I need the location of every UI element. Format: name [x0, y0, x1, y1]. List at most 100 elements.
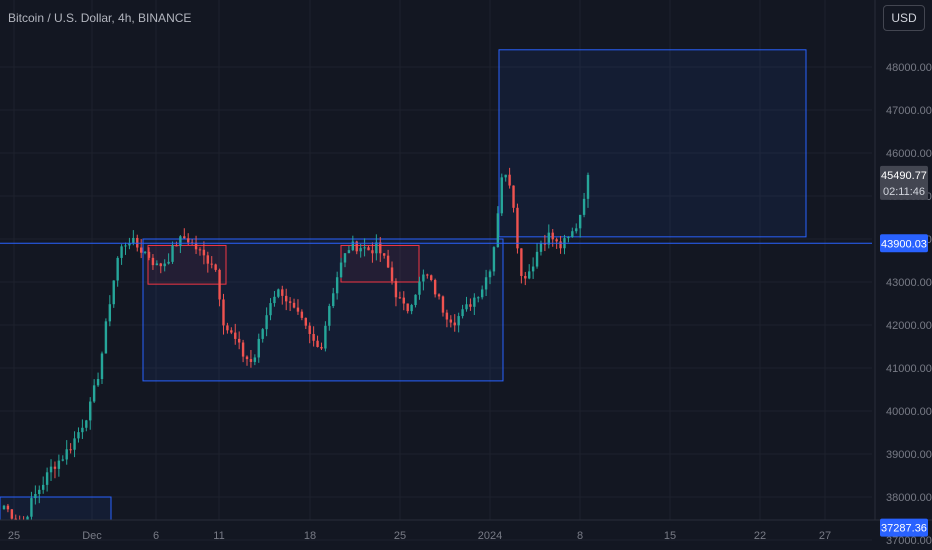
candle	[386, 249, 390, 269]
candle-body	[261, 329, 264, 339]
candle-body	[335, 277, 339, 294]
candle	[38, 485, 41, 504]
candle-body	[100, 353, 104, 379]
candle	[410, 303, 413, 315]
candle-body	[375, 242, 378, 254]
candle-body	[171, 245, 174, 262]
candle-body	[390, 267, 394, 282]
candle-body	[339, 262, 343, 278]
candle	[367, 245, 370, 251]
candle-body	[426, 274, 429, 276]
candle-body	[14, 518, 17, 520]
candle	[582, 192, 586, 218]
candle-body	[253, 357, 257, 362]
candle-body	[324, 325, 327, 349]
candle-body	[116, 257, 119, 281]
candle	[402, 291, 405, 311]
candle	[241, 339, 245, 363]
blue-zone[interactable]	[0, 496, 112, 550]
candle-body	[155, 263, 159, 266]
candle	[449, 315, 453, 328]
candle-body	[218, 269, 221, 300]
candle-body	[406, 303, 409, 312]
candle	[281, 285, 284, 305]
candle-body	[410, 305, 413, 312]
candle	[194, 235, 198, 255]
candle-body	[445, 312, 449, 320]
candle-body	[273, 296, 276, 304]
candle-body	[555, 239, 558, 242]
candle	[535, 243, 539, 269]
candle-body	[92, 385, 96, 402]
currency-button[interactable]: USD	[883, 5, 925, 31]
candle	[85, 419, 88, 432]
candle	[230, 327, 233, 335]
candle-body	[214, 264, 217, 270]
red-zone[interactable]	[147, 244, 227, 285]
candle-body	[343, 253, 347, 263]
x-tick-label: 2024	[478, 530, 502, 542]
candle	[375, 234, 378, 261]
candle	[151, 254, 155, 270]
candle-body	[316, 340, 319, 347]
candle-body	[461, 309, 464, 317]
candle-body	[167, 261, 170, 264]
candle-body	[18, 521, 20, 522]
candle-body	[22, 521, 24, 522]
candle-body	[104, 321, 108, 354]
candle-body	[38, 489, 41, 495]
candle	[112, 280, 115, 308]
candle	[328, 303, 331, 331]
candle	[520, 248, 523, 284]
candle-body	[328, 306, 331, 326]
candle	[183, 228, 186, 239]
candle-body	[351, 241, 355, 251]
candle	[567, 236, 570, 243]
blue-zone[interactable]	[498, 49, 807, 238]
candle	[124, 242, 127, 255]
candle-body	[547, 232, 551, 245]
candle	[320, 342, 323, 350]
candle-body	[30, 498, 33, 517]
candle-body	[551, 232, 554, 240]
x-tick-label: 25	[394, 530, 406, 542]
candle-body	[45, 472, 49, 485]
candle-body	[96, 378, 100, 386]
candle-body	[453, 322, 456, 326]
candle-body	[281, 289, 284, 296]
candle-body	[296, 307, 300, 312]
candle-body	[430, 275, 433, 281]
candle	[547, 224, 551, 249]
candle	[504, 174, 507, 182]
candle	[437, 293, 441, 300]
candle	[477, 296, 480, 303]
candle-body	[53, 466, 57, 469]
level-tag-value: 37287.36	[881, 523, 927, 535]
candle-body	[543, 243, 547, 245]
candle	[222, 293, 225, 335]
chart-title: Bitcoin / U.S. Dollar, 4h, BINANCE	[8, 11, 192, 25]
candle	[202, 241, 206, 265]
candle-body	[539, 243, 543, 252]
candle	[316, 335, 319, 348]
candle-body	[65, 449, 68, 460]
candle-body	[312, 333, 315, 341]
x-tick-label: 8	[577, 530, 583, 542]
candle-body	[382, 253, 386, 256]
current-price-tag: 45490.77 02:11:46	[880, 165, 928, 200]
candle-body	[210, 263, 213, 265]
candle	[453, 314, 456, 332]
candle-body	[175, 245, 178, 247]
candle	[214, 263, 217, 272]
candle-body	[492, 247, 496, 272]
candle	[559, 235, 562, 254]
candle	[422, 269, 425, 291]
candle	[528, 264, 531, 280]
candle	[335, 271, 339, 300]
candle	[586, 172, 590, 208]
candle-body	[10, 509, 14, 519]
candle-body	[500, 177, 503, 214]
candle	[273, 291, 276, 307]
candle	[563, 234, 566, 255]
